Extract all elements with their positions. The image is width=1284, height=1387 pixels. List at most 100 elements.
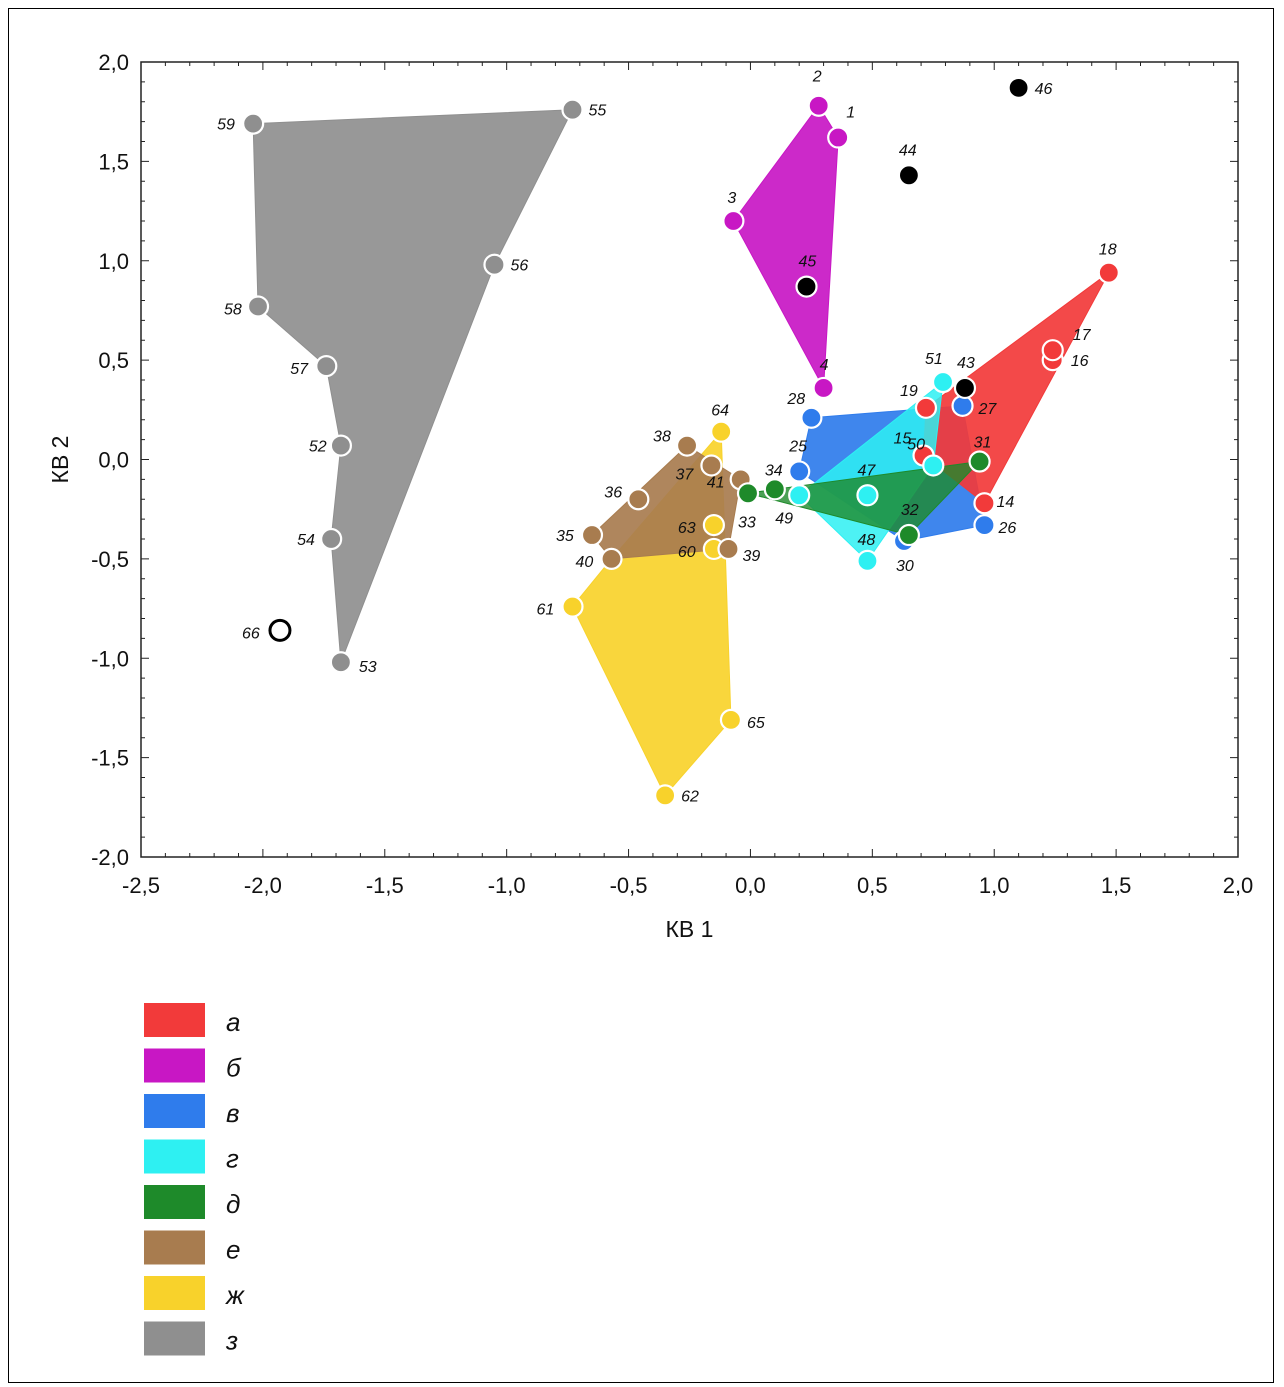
x-tick-label: 1,5 (1101, 873, 1132, 898)
x-tick-label: 2,0 (1223, 873, 1254, 898)
y-tick-label: 2,0 (98, 50, 129, 75)
y-tick-label: 1,5 (98, 149, 129, 174)
point-label: 64 (711, 403, 729, 420)
point-label: 33 (738, 514, 756, 531)
legend-label: ж (225, 1280, 245, 1310)
cluster-hulls (252, 105, 1110, 796)
data-point (246, 295, 270, 318)
point-label: 35 (556, 528, 574, 545)
point-label: 43 (957, 355, 975, 372)
legend-label: б (226, 1053, 242, 1083)
unclassified-point (1007, 76, 1030, 99)
y-axis-title: КВ 2 (47, 436, 73, 484)
point-label: 51 (925, 351, 943, 368)
point-label: 41 (707, 474, 725, 491)
data-point (922, 454, 945, 477)
point-label: 53 (359, 659, 377, 676)
data-point (973, 492, 996, 515)
data-point (719, 708, 743, 731)
data-point (914, 396, 938, 419)
data-point (1097, 261, 1120, 284)
point-label: 25 (788, 438, 807, 455)
point-label: 4 (820, 357, 829, 374)
data-point (827, 126, 850, 149)
point-label: 38 (653, 429, 671, 446)
point-label: 36 (604, 484, 622, 501)
point-label: 46 (1035, 81, 1053, 98)
point-label: 18 (1099, 242, 1117, 259)
cluster-hull (252, 109, 573, 663)
point-label: 63 (678, 520, 696, 537)
data-point (897, 523, 921, 547)
point-label: 14 (996, 494, 1014, 511)
point-label: 48 (857, 532, 875, 549)
legend-swatch (144, 1003, 205, 1037)
point-label: 40 (575, 554, 593, 571)
x-tick-label: -2,0 (244, 873, 282, 898)
axis-ticks: -2,5 -2,0 -1,5 -1,0 -0,5 0,0 0,5 1,0 1,5 2,0 -2,0 -… (91, 50, 1253, 898)
point-label: 52 (309, 439, 327, 456)
point-label: 37 (675, 466, 694, 483)
data-point (717, 537, 740, 561)
data-point (722, 209, 745, 233)
unclassified-point (795, 275, 818, 298)
point-label: 58 (224, 301, 242, 318)
legend-swatch (144, 1230, 205, 1265)
point-label: 55 (588, 103, 606, 120)
data-point (931, 370, 955, 394)
point-label: 50 (907, 436, 925, 453)
point-label: 16 (1071, 353, 1089, 370)
data-point (315, 354, 338, 378)
data-point (483, 253, 506, 276)
point-label: 54 (297, 532, 315, 549)
data-point (812, 376, 835, 400)
legend-swatch (144, 1276, 205, 1310)
x-tick-label: -0,5 (610, 873, 648, 898)
unclassified-point (953, 376, 977, 400)
legend-swatch (144, 1139, 205, 1174)
x-tick-label: 0,0 (735, 873, 766, 898)
data-point (856, 484, 879, 507)
data-points (242, 76, 1120, 807)
legend-label: е (226, 1235, 240, 1265)
cluster-hull (732, 105, 839, 389)
data-point (968, 450, 991, 473)
point-label: 66 (242, 625, 260, 642)
y-tick-label: 0,0 (98, 448, 129, 473)
point-label: 39 (743, 548, 761, 565)
legend-label: г (226, 1144, 239, 1174)
point-label: 30 (896, 558, 914, 575)
legend-label: з (225, 1326, 238, 1356)
point-label: 49 (775, 510, 793, 527)
point-labels: 52 53 54 55 56 57 58 59 60 61 62 63 64 65 35 36 37 38 39 40… (217, 69, 1117, 806)
point-label: 28 (786, 391, 805, 408)
data-point (800, 406, 823, 429)
data-point (580, 523, 604, 547)
point-label: 57 (290, 361, 309, 378)
legend-swatch (144, 1048, 205, 1083)
x-tick-label: 1,0 (979, 873, 1010, 898)
point-label: 59 (217, 117, 235, 134)
point-label: 26 (997, 520, 1016, 537)
point-label: 27 (978, 401, 998, 418)
legend-label: а (226, 1007, 240, 1037)
point-label: 2 (812, 69, 822, 86)
point-label: 45 (799, 254, 817, 271)
legend-swatch (144, 1185, 205, 1219)
data-point (242, 112, 265, 135)
data-point (329, 434, 352, 457)
data-point (654, 784, 677, 807)
point-label: 34 (765, 462, 783, 479)
x-tick-label: -1,0 (488, 873, 526, 898)
data-point (561, 595, 584, 618)
point-label: 62 (681, 788, 699, 805)
data-point (788, 460, 811, 483)
legend-label: в (226, 1098, 240, 1128)
x-tick-label: -1,5 (366, 873, 404, 898)
data-point (973, 513, 996, 537)
point-label: 56 (510, 258, 528, 275)
data-point (710, 420, 733, 443)
unclassified-point (897, 164, 921, 187)
